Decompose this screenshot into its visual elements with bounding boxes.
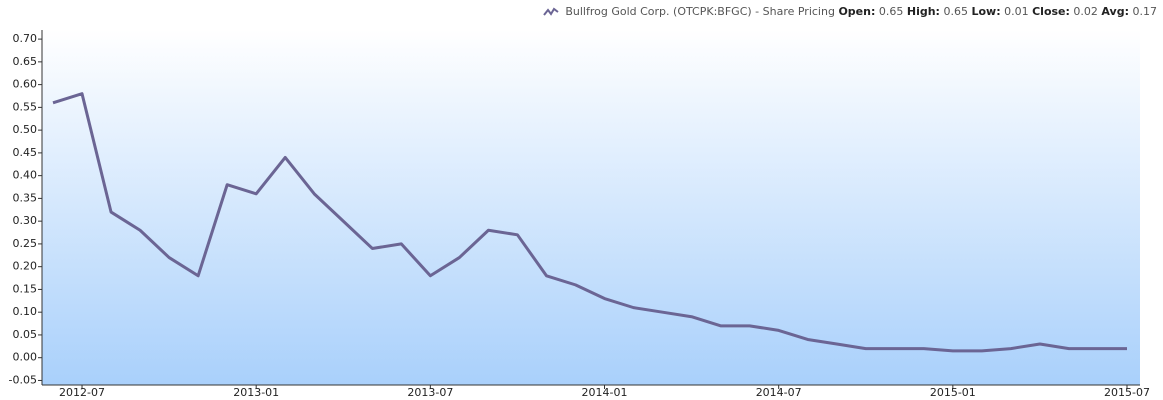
y-tick-label: 0.10 [13,305,38,318]
legend-icon [543,7,559,16]
y-tick-label: 0.20 [13,260,38,273]
price-line [52,92,1127,353]
x-tick-label: 2015-01 [930,386,976,399]
y-tick-label: 0.15 [13,282,38,295]
y-tick-label: 0.35 [13,191,38,204]
stat-label: Avg: [1101,5,1129,18]
y-tick-label: 0.30 [13,214,38,227]
x-tick-label: 2012-07 [59,386,105,399]
stat-label: High: [906,5,940,18]
y-tick-label: -0.05 [9,373,37,386]
y-tick-label: 0.45 [13,146,38,159]
x-tick-label: 2013-01 [233,386,279,399]
y-tick-label: 0.65 [13,55,38,68]
y-tick-label: 0.50 [13,123,38,136]
x-tick-label: 2013-07 [407,386,453,399]
stat-label: Close: [1032,5,1070,18]
stat-value: 0.65 [943,5,968,18]
y-tick-label: 0.55 [13,100,38,113]
x-tick-label: 2014-07 [756,386,802,399]
legend-title: Bullfrog Gold Corp. (OTCPK:BFGC) - Share… [565,5,835,18]
legend: Bullfrog Gold Corp. (OTCPK:BFGC) - Share… [543,5,1157,18]
stat-value: 0.17 [1132,5,1158,18]
plot-background [42,30,1140,385]
y-tick-label: 0.00 [13,351,38,364]
stat-value: 0.02 [1073,5,1098,18]
stat-label: Low: [971,5,1001,18]
stat-value: 0.65 [878,5,904,18]
y-tick-label: 0.05 [13,328,38,341]
stat-value: 0.01 [1004,5,1029,18]
y-tick-label: 0.40 [13,169,38,182]
x-tick-label: 2014-01 [582,386,628,399]
x-tick-label: 2015-07 [1104,386,1150,399]
stat-label: Open: [838,5,876,18]
y-tick-label: 0.60 [13,78,38,91]
y-tick-label: 0.25 [13,237,38,250]
stats: Open: 0.65 High: 0.65 Low: 0.01 Close: 0… [838,5,1157,18]
y-tick-label: 0.70 [13,32,38,45]
